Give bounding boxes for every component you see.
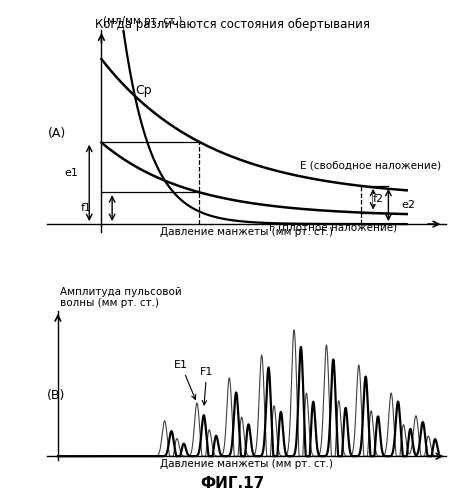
Text: f2: f2 xyxy=(373,194,384,204)
Text: E1: E1 xyxy=(174,360,196,400)
Text: e2: e2 xyxy=(401,200,415,210)
Text: (A): (A) xyxy=(48,126,66,140)
Text: f1: f1 xyxy=(81,203,92,213)
Text: E (свободное наложение): E (свободное наложение) xyxy=(300,160,441,170)
Text: F1: F1 xyxy=(200,367,213,405)
X-axis label: Давление манжеты (мм рт. ст.): Давление манжеты (мм рт. ст.) xyxy=(160,459,333,469)
Text: (мл/мм рт. ст.): (мл/мм рт. ст.) xyxy=(103,16,182,26)
Text: F (плотное наложение): F (плотное наложение) xyxy=(269,222,398,232)
Text: e1: e1 xyxy=(64,168,78,178)
Text: Когда различаются состояния обертывания: Когда различаются состояния обертывания xyxy=(95,18,370,30)
Text: (B): (B) xyxy=(47,390,65,402)
Text: ФИГ.17: ФИГ.17 xyxy=(200,476,265,491)
X-axis label: Давление манжеты (мм рт. ст.): Давление манжеты (мм рт. ст.) xyxy=(160,227,333,237)
Text: Амплитуда пульсовой
волны (мм рт. ст.): Амплитуда пульсовой волны (мм рт. ст.) xyxy=(60,286,181,308)
Text: Cp: Cp xyxy=(135,84,152,97)
